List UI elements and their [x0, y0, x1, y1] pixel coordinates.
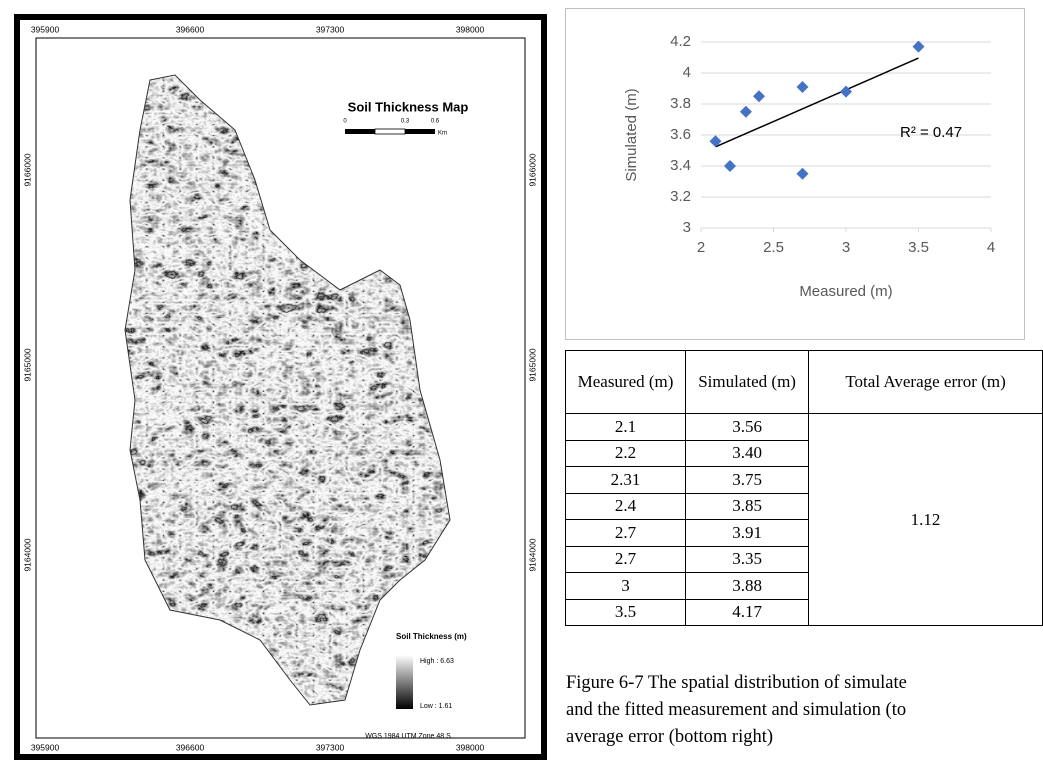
x-tick-label: 2 — [697, 239, 705, 256]
table-row: 2.4 3.85 — [564, 492, 1043, 520]
chart: 3 3.2 3.4 3.6 3.8 4 4.2 2 2.5 3 3.5 4 Measured (m) Si… — [623, 33, 995, 300]
y-tick-label: 3.6 — [670, 126, 691, 143]
table-cell: 2.7 — [564, 519, 687, 547]
map-y-label: 9165000 — [527, 348, 537, 381]
x-tick-label: 4 — [987, 239, 995, 256]
map-x-label: 395900 — [31, 742, 60, 752]
scale-bar — [405, 129, 435, 134]
map-x-label: 398000 — [456, 24, 485, 34]
chart-frame: 3 3.2 3.4 3.6 3.8 4 4.2 2 2.5 3 3.5 4 Measured (m) Si… — [565, 8, 1025, 340]
map-neatline — [35, 37, 526, 739]
map-x-label: 397300 — [316, 24, 345, 34]
table-cell: 3 — [564, 572, 687, 600]
y-tick-label: 3 — [683, 219, 691, 236]
scale-label: 0.3 — [401, 119, 410, 125]
map-x-label: 395900 — [31, 24, 60, 34]
watershed-outline — [124, 74, 451, 706]
x-tick-label: 2.5 — [763, 239, 784, 256]
table-row: 2.2 3.40 — [564, 439, 1043, 467]
trendline — [715, 57, 919, 148]
y-tick-label: 3.4 — [670, 157, 691, 174]
table-cell: 4.17 — [685, 598, 810, 626]
data-point — [753, 90, 765, 103]
caption-line: and the fitted measurement and simulatio… — [566, 700, 907, 720]
header-cell: Total Average error (m) — [808, 350, 1043, 414]
data-point — [796, 167, 809, 180]
table-cell: 3.88 — [685, 572, 810, 600]
watershed — [125, 75, 450, 705]
data-point — [912, 40, 925, 53]
table-cell: 3.40 — [685, 439, 810, 467]
map-x-label: 396600 — [176, 742, 205, 752]
legend-high: High : 6.63 — [420, 658, 454, 665]
y-tick-label: 4 — [683, 64, 691, 81]
table-cell: 3.5 — [564, 598, 687, 626]
table-cell: 2.2 — [564, 439, 687, 467]
map-y-label: 9166000 — [22, 153, 32, 186]
caption: Figure 6-7 The spatial distribution of s… — [566, 670, 1043, 751]
data-point — [709, 135, 722, 148]
results-table: Measured (m) Simulated (m) Total Average e… — [564, 350, 1043, 626]
legend-ramp — [396, 655, 413, 709]
projection: WGS 1984 UTM Zone 48 S — [365, 733, 451, 740]
header-cell: Simulated (m) — [685, 350, 810, 414]
table-cell: 3.91 — [685, 519, 810, 547]
y-axis-title: Simulated (m) — [623, 88, 640, 181]
table-cell: 2.4 — [564, 492, 687, 520]
scale-label: 0 — [343, 119, 347, 125]
scale-label: 0.6 — [431, 119, 440, 125]
table-row: 2.31 3.75 — [564, 466, 1043, 494]
data-point — [724, 160, 736, 172]
scale-bar — [345, 129, 375, 134]
data-point — [840, 85, 852, 98]
total-error-cell: 1.12 — [808, 413, 1043, 626]
map-title: Soil Thickness Map — [348, 99, 469, 114]
y-tick-label: 4.2 — [670, 33, 691, 50]
map-figure: Soil Thickness Map 0 0.3 0.6 Km Soil Thi… — [14, 14, 547, 760]
scale-bar — [374, 128, 406, 135]
table-row: 3.5 4.17 — [564, 598, 1043, 626]
map-x-label: 397300 — [316, 742, 345, 752]
header-row: Measured (m) Simulated (m) Total Average e… — [564, 350, 1043, 414]
legend-title: Soil Thickness (m) — [396, 632, 467, 641]
annotation: R² = 0.47 — [900, 124, 962, 141]
caption-line: average error (bottom right) — [566, 727, 774, 747]
scale-unit: Km — [438, 131, 447, 137]
table-cell: 2.1 — [564, 413, 687, 441]
map-y-label: 9166000 — [527, 153, 537, 186]
map-y-label: 9164000 — [22, 538, 32, 571]
header-cell: Measured (m) — [564, 350, 687, 414]
x-axis-title: Measured (m) — [799, 283, 892, 300]
table-row: 2.1 3.56 1.12 — [564, 413, 1043, 626]
table-row: 2.7 3.91 — [564, 519, 1043, 547]
map-x-label: 398000 — [456, 742, 485, 752]
x-tick-label: 3.5 — [908, 239, 929, 256]
data-point — [796, 80, 809, 93]
table-cell: 3.56 — [685, 413, 810, 441]
map-y-label: 9165000 — [22, 348, 32, 381]
x-tick-label: 3 — [842, 239, 850, 256]
map-x-label: 396600 — [176, 24, 205, 34]
caption-line: Figure 6-7 The spatial distribution of s… — [566, 673, 907, 693]
table-cell: 3.85 — [685, 492, 810, 520]
table-cell: 2.31 — [564, 466, 687, 494]
data-point — [739, 105, 752, 118]
legend-low: Low : 1.61 — [420, 703, 452, 710]
table-cell: 2.7 — [564, 545, 687, 573]
table-row: 2.7 3.35 — [564, 545, 1043, 573]
y-tick-label: 3.2 — [670, 188, 691, 205]
table-cell: 3.35 — [685, 545, 810, 573]
table-cell: 3.75 — [685, 466, 810, 494]
map-y-label: 9164000 — [527, 538, 537, 571]
y-tick-label: 3.8 — [670, 95, 691, 112]
